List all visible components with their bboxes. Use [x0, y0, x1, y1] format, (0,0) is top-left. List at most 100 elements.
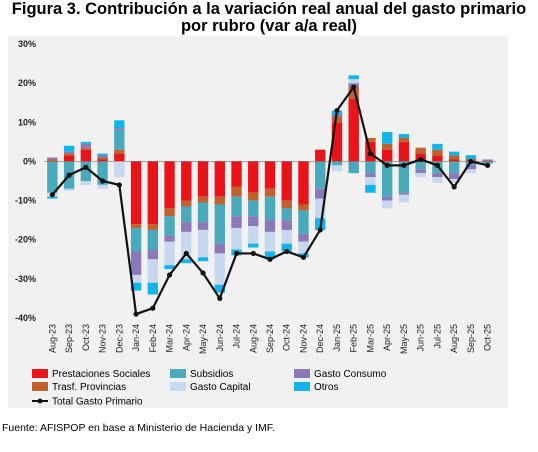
bar-segment — [197, 161, 209, 197]
bar-segment — [214, 284, 225, 293]
x-tick-label: May-24 — [198, 324, 208, 354]
x-tick-label: Jan-25 — [332, 324, 342, 352]
total-point — [267, 256, 273, 262]
bar-segment — [381, 143, 393, 150]
bar-segment — [164, 216, 175, 236]
y-tick-label: -10% — [15, 196, 36, 206]
bar-segment — [231, 216, 242, 228]
total-point — [83, 164, 89, 170]
bar-segment — [315, 161, 326, 189]
x-tick-label: Apr-24 — [181, 324, 191, 351]
total-point — [434, 162, 441, 168]
legend-label: Total Gasto Primario — [52, 397, 143, 408]
chart-title: Figura 3. Contribución a la variación re… — [11, 0, 527, 35]
total-point — [250, 250, 256, 257]
total-point — [284, 248, 290, 255]
total-point — [233, 250, 240, 257]
x-tick-label: Jun-24 — [215, 324, 225, 352]
total-point — [418, 156, 424, 163]
bar-segment — [97, 184, 108, 189]
bar-segment — [365, 161, 376, 174]
bar-segment — [415, 169, 426, 174]
bar-segment — [47, 160, 58, 162]
bar-segment — [365, 173, 376, 178]
x-tick-label: Jul-25 — [432, 324, 442, 349]
bar-segment — [63, 188, 75, 191]
bar-segment — [482, 161, 493, 164]
bar-segment — [130, 251, 142, 275]
bar-segment — [80, 161, 92, 181]
bar-segment — [147, 249, 159, 260]
y-tick-label: -20% — [15, 235, 36, 245]
bar-segment — [97, 159, 108, 162]
bar-segment — [415, 147, 426, 154]
legend-label: Gasto Consumo — [314, 369, 387, 380]
bar-segment — [365, 137, 376, 142]
x-tick-label: Feb-25 — [349, 324, 359, 353]
bar-segment — [432, 143, 443, 150]
bar-segment — [130, 227, 142, 252]
total-point — [133, 311, 139, 317]
bar-segment — [264, 251, 276, 260]
total-point — [183, 250, 189, 257]
total-point — [401, 162, 407, 168]
bar-segment — [181, 231, 192, 260]
total-point — [300, 254, 307, 260]
bar-segment — [63, 151, 75, 154]
bar-segment — [231, 161, 242, 187]
bar-segment — [164, 265, 175, 270]
bar-segment — [181, 259, 192, 264]
legend-label: Gasto Capital — [190, 382, 251, 393]
total-point — [66, 172, 72, 178]
bar-segment — [264, 231, 276, 252]
bar-segment — [398, 141, 410, 162]
bar-segment — [264, 188, 276, 197]
legend-swatch — [170, 369, 186, 378]
bar-segment — [214, 253, 225, 285]
bar-segment — [264, 220, 276, 232]
bar-segment — [248, 161, 259, 193]
bar-segment — [97, 153, 108, 156]
x-tick-label: Nov-23 — [98, 324, 108, 353]
legend-swatch — [170, 382, 186, 391]
bar-segment — [398, 161, 410, 193]
total-point — [217, 295, 223, 302]
bar-segment — [448, 155, 460, 160]
x-tick-label: Oct-25 — [483, 324, 493, 351]
bar-segment — [47, 196, 58, 199]
x-tick-label: Aug-25 — [449, 324, 459, 353]
bar-segment — [248, 192, 259, 201]
x-tick-label: Aug-24 — [248, 324, 258, 353]
y-tick-label: -40% — [15, 313, 36, 323]
bar-segment — [114, 130, 125, 150]
y-tick-label: 30% — [18, 39, 36, 49]
bar-segment — [264, 196, 276, 221]
total-point — [451, 184, 457, 190]
total-point — [99, 178, 106, 184]
bar-segment — [197, 196, 209, 203]
bar-segment — [214, 161, 225, 197]
bar-segment — [47, 159, 58, 161]
x-tick-label: Jun-25 — [416, 324, 426, 352]
legend-swatch — [294, 382, 310, 391]
bar-segment — [365, 177, 376, 185]
bar-segment — [381, 161, 393, 197]
bar-segment — [281, 229, 292, 244]
total-point — [351, 84, 357, 90]
source-note: Fuente: AFISPOP en base a Ministerio de … — [2, 422, 275, 434]
bar-segment — [130, 274, 142, 283]
bar-segment — [181, 161, 192, 201]
bar-segment — [298, 204, 309, 211]
x-tick-label: Mar-25 — [365, 324, 375, 353]
bar-segment — [331, 165, 343, 172]
bar-segment — [448, 159, 460, 162]
bar-segment — [231, 227, 242, 250]
bar-segment — [432, 177, 443, 183]
bar-segment — [331, 161, 343, 166]
bar-segment — [197, 257, 209, 262]
bar-segment — [63, 155, 75, 162]
bar-segment — [63, 153, 75, 156]
bar-segment — [214, 196, 225, 205]
bar-segment — [130, 224, 142, 228]
